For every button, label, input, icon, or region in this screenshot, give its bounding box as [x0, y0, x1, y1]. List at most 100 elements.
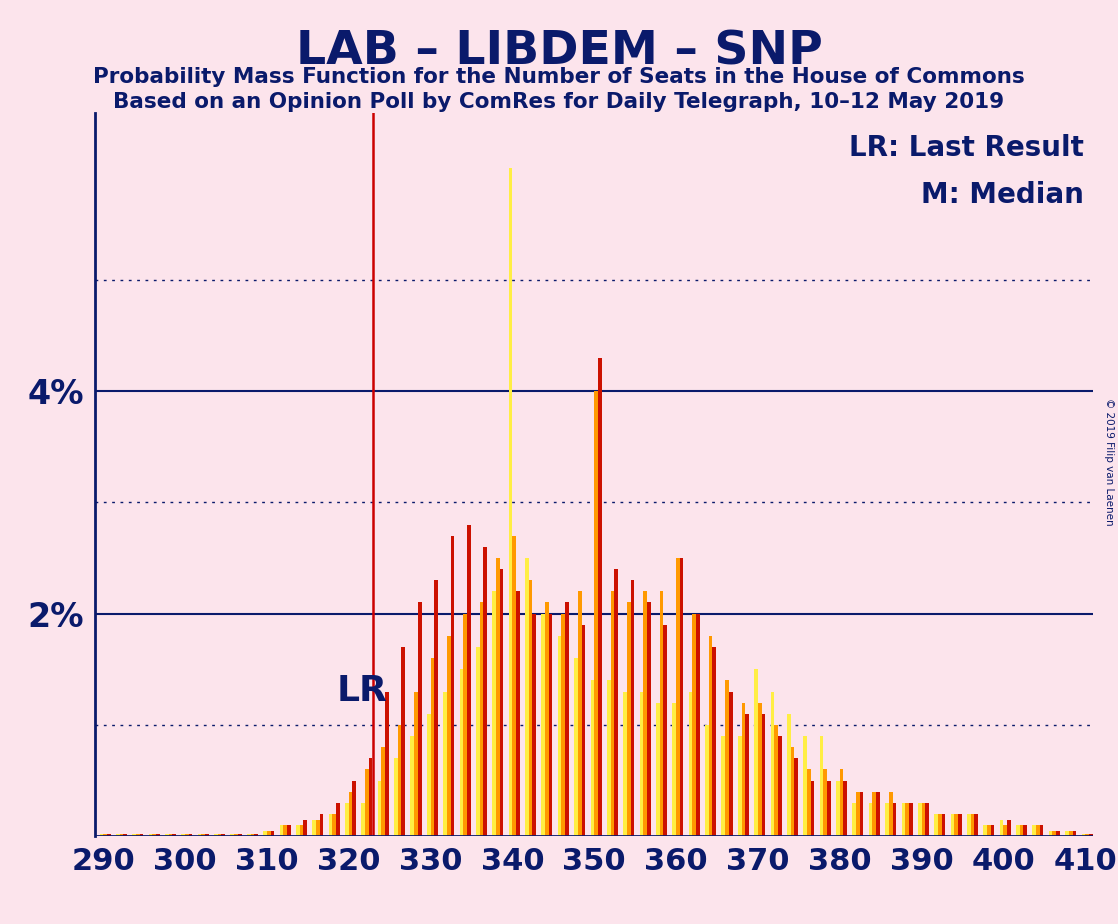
Bar: [529, 580, 532, 836]
Bar: [709, 636, 712, 836]
Bar: [316, 820, 320, 836]
Bar: [843, 781, 847, 836]
Bar: [1069, 831, 1072, 836]
Bar: [705, 725, 709, 836]
Bar: [909, 803, 912, 836]
Bar: [987, 825, 991, 836]
Bar: [496, 558, 500, 836]
Bar: [136, 834, 140, 836]
Bar: [546, 602, 549, 836]
Bar: [935, 814, 938, 836]
Bar: [1040, 825, 1043, 836]
Bar: [852, 803, 856, 836]
Bar: [770, 691, 775, 836]
Bar: [892, 803, 897, 836]
Bar: [103, 834, 107, 836]
Bar: [729, 691, 732, 836]
Bar: [430, 658, 434, 836]
Bar: [378, 781, 381, 836]
Bar: [807, 770, 811, 836]
Bar: [877, 792, 880, 836]
Bar: [280, 825, 283, 836]
Bar: [901, 803, 906, 836]
Bar: [451, 536, 454, 836]
Bar: [443, 691, 447, 836]
Bar: [283, 825, 287, 836]
Bar: [607, 680, 610, 836]
Bar: [500, 569, 503, 836]
Bar: [381, 748, 385, 836]
Bar: [418, 602, 421, 836]
Bar: [300, 825, 303, 836]
Bar: [398, 725, 401, 836]
Bar: [860, 792, 863, 836]
Bar: [590, 680, 595, 836]
Bar: [1086, 834, 1089, 836]
Bar: [627, 602, 631, 836]
Bar: [250, 834, 254, 836]
Bar: [263, 831, 267, 836]
Bar: [205, 834, 209, 836]
Bar: [296, 825, 300, 836]
Bar: [120, 834, 123, 836]
Bar: [186, 834, 189, 836]
Bar: [676, 558, 680, 836]
Bar: [856, 792, 860, 836]
Bar: [672, 702, 676, 836]
Bar: [578, 591, 581, 836]
Bar: [157, 834, 160, 836]
Bar: [1072, 831, 1077, 836]
Bar: [189, 834, 192, 836]
Bar: [1032, 825, 1036, 836]
Bar: [414, 691, 418, 836]
Bar: [823, 770, 827, 836]
Bar: [100, 834, 103, 836]
Bar: [467, 525, 471, 836]
Bar: [361, 803, 366, 836]
Bar: [541, 614, 546, 836]
Bar: [329, 814, 332, 836]
Bar: [267, 831, 271, 836]
Bar: [663, 625, 667, 836]
Bar: [1036, 825, 1040, 836]
Bar: [970, 814, 974, 836]
Bar: [366, 770, 369, 836]
Text: Probability Mass Function for the Number of Seats in the House of Commons: Probability Mass Function for the Number…: [93, 67, 1025, 87]
Text: LR: LR: [337, 675, 387, 708]
Bar: [941, 814, 946, 836]
Bar: [561, 614, 566, 836]
Bar: [1065, 831, 1069, 836]
Text: LR: Last Result: LR: Last Result: [849, 134, 1083, 163]
Bar: [320, 814, 323, 836]
Bar: [581, 625, 585, 836]
Bar: [509, 168, 512, 836]
Bar: [575, 658, 578, 836]
Bar: [337, 803, 340, 836]
Bar: [967, 814, 970, 836]
Bar: [804, 736, 807, 836]
Bar: [566, 602, 569, 836]
Bar: [1081, 834, 1086, 836]
Bar: [395, 759, 398, 836]
Bar: [303, 820, 307, 836]
Bar: [254, 834, 258, 836]
Bar: [741, 702, 746, 836]
Bar: [1052, 831, 1057, 836]
Bar: [794, 759, 798, 836]
Bar: [410, 736, 414, 836]
Bar: [938, 814, 941, 836]
Bar: [598, 358, 601, 836]
Bar: [1020, 825, 1023, 836]
Bar: [836, 781, 840, 836]
Bar: [149, 834, 152, 836]
Bar: [614, 569, 618, 836]
Bar: [991, 825, 994, 836]
Bar: [790, 748, 794, 836]
Bar: [1089, 834, 1092, 836]
Bar: [746, 713, 749, 836]
Bar: [332, 814, 337, 836]
Bar: [525, 558, 529, 836]
Bar: [885, 803, 889, 836]
Bar: [152, 834, 157, 836]
Bar: [726, 680, 729, 836]
